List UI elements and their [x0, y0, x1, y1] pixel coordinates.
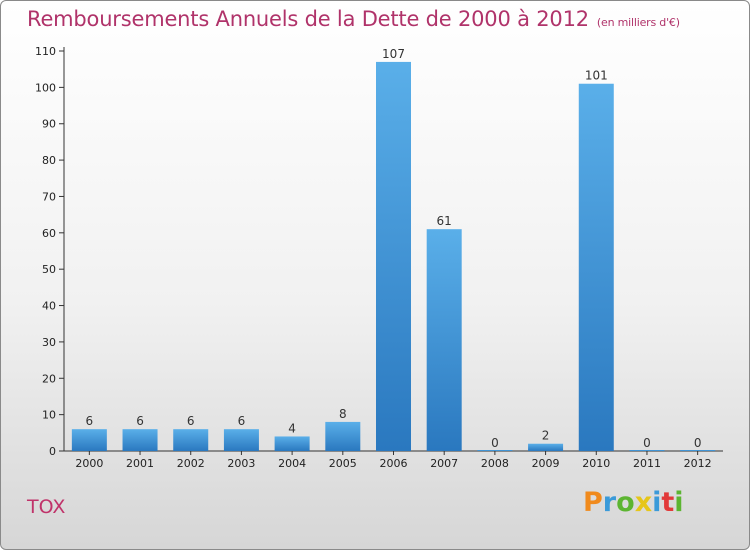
bar: [426, 229, 462, 451]
y-tick-label: 0: [49, 445, 56, 458]
bar-value-label: 2: [542, 429, 550, 443]
bar-value-label: 0: [643, 436, 651, 450]
logo-letter: t: [661, 487, 675, 518]
chart-bars: [71, 61, 716, 452]
logo-letter: i: [652, 487, 662, 518]
bar: [680, 450, 716, 451]
bar-value-label: 107: [382, 47, 405, 61]
bar: [173, 429, 209, 451]
bar: [274, 436, 310, 451]
logo-letter: o: [616, 487, 635, 518]
bar: [325, 421, 361, 451]
x-tick-label: 2012: [684, 457, 712, 470]
logo-letter: r: [602, 487, 617, 518]
y-tick-label: 40: [42, 300, 56, 313]
x-tick-label: 2000: [75, 457, 103, 470]
x-tick-label: 2004: [278, 457, 306, 470]
chart-unit: (en milliers d'€): [596, 16, 680, 29]
y-tick-label: 10: [42, 409, 56, 422]
bar-value-label: 101: [585, 69, 608, 83]
bar-value-label: 6: [86, 414, 94, 428]
y-tick-label: 20: [42, 372, 56, 385]
x-tick-label: 2010: [582, 457, 610, 470]
x-tick-label: 2002: [177, 457, 205, 470]
x-tick-label: 2001: [126, 457, 154, 470]
logo-letter: P: [583, 487, 603, 518]
commune-name: TOX: [27, 496, 66, 518]
chart-value-labels: 6 6 6 6 4 8 107 61 0 2 101 0 0: [86, 47, 702, 450]
y-tick-label: 30: [42, 336, 56, 349]
x-tick-label: 2009: [532, 457, 560, 470]
bar-value-label: 8: [339, 407, 347, 421]
x-tick-label: 2007: [430, 457, 458, 470]
bar: [528, 443, 564, 451]
chart-title: Remboursements Annuels de la Dette de 20…: [27, 7, 680, 31]
y-tick-label: 60: [42, 227, 56, 240]
bar-value-label: 6: [136, 414, 144, 428]
x-tick-label: 2006: [380, 457, 408, 470]
bar: [376, 61, 411, 452]
bar-value-label: 0: [694, 436, 702, 450]
bar-value-label: 6: [187, 414, 195, 428]
x-tick-label: 2003: [227, 457, 255, 470]
x-tick-label: 2008: [481, 457, 509, 470]
y-tick-label: 80: [42, 154, 56, 167]
bar-value-label: 61: [437, 214, 452, 228]
bar: [629, 450, 665, 451]
logo-letter: x: [634, 487, 653, 518]
x-tick-label: 2005: [329, 457, 357, 470]
y-tick-label: 90: [42, 118, 56, 131]
bar-value-label: 0: [491, 436, 499, 450]
bar: [71, 429, 107, 451]
x-tick-label: 2011: [633, 457, 661, 470]
y-tick-label: 70: [42, 190, 56, 203]
bar: [122, 429, 158, 451]
bar-value-label: 6: [238, 414, 246, 428]
y-tick-label: 100: [35, 81, 56, 94]
y-tick-label: 50: [42, 263, 56, 276]
bar: [223, 429, 259, 451]
logo-letter: i: [674, 487, 684, 518]
bar: [477, 450, 513, 451]
proxiti-logo: Proxiti: [583, 487, 684, 518]
bar-value-label: 4: [288, 421, 296, 435]
chart-title-text: Remboursements Annuels de la Dette de 20…: [27, 7, 589, 31]
y-tick-label: 110: [35, 45, 56, 58]
bar: [578, 83, 614, 452]
